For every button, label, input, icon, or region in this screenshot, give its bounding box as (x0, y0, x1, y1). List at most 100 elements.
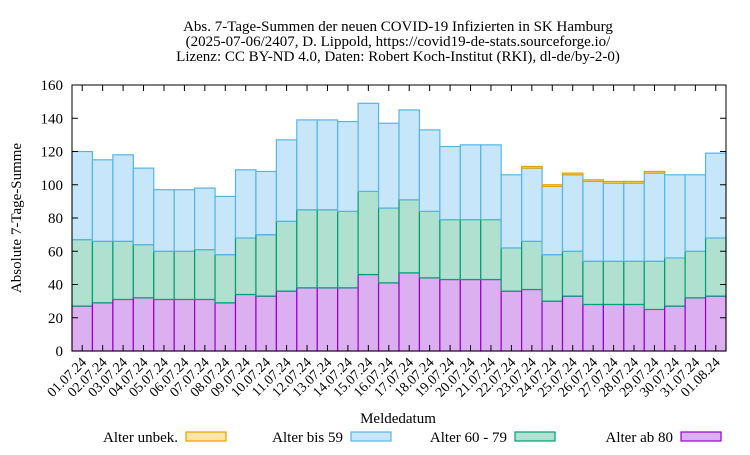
bar-segment (71, 150, 94, 241)
bar-segment (561, 250, 584, 297)
y-tick-label: 40 (48, 278, 63, 294)
bar-segment (316, 119, 339, 211)
bar-segment (194, 248, 216, 301)
bar-segment (418, 129, 441, 212)
bar-segment (255, 170, 277, 236)
bar-segment (398, 109, 421, 201)
bar-segment (602, 303, 625, 352)
y-axis-label: Absolute 7-Tage-Summe (9, 143, 25, 294)
bar-segment (377, 282, 400, 352)
bar-segment (439, 219, 461, 281)
bar-segment (153, 250, 175, 301)
bar-segment (704, 237, 727, 297)
bar-segment (459, 219, 482, 281)
bar-segment (275, 220, 298, 292)
bar-segment (664, 305, 686, 352)
bar-segment (418, 277, 441, 352)
bar-segment (541, 184, 564, 188)
bar-segment (153, 189, 175, 252)
bar-segment (214, 302, 237, 352)
bars (71, 102, 727, 352)
bar-segment (214, 195, 237, 256)
bar-segment (664, 257, 686, 307)
bar-segment (643, 170, 666, 174)
legend-label: Alter ab 80 (606, 430, 673, 446)
bar-segment (439, 278, 461, 352)
bar-segment (337, 287, 359, 352)
bar-segment (561, 172, 584, 176)
bar-segment (173, 189, 196, 252)
bar-segment (132, 167, 155, 246)
bar-segment (541, 253, 564, 302)
bar-segment (275, 139, 298, 222)
bar-segment (704, 152, 727, 239)
bar-segment (234, 169, 257, 239)
bar-segment (337, 120, 359, 212)
bar-segment (153, 298, 175, 352)
bar-segment (561, 295, 584, 352)
bar-segment (500, 290, 523, 352)
bar-segment (643, 172, 666, 262)
bar-segment (582, 260, 604, 306)
bar-segment (316, 287, 339, 352)
title-line: (2025-07-06/2407, D. Lippold, https://co… (186, 34, 611, 50)
bar-segment (357, 190, 380, 276)
title-line: Abs. 7-Tage-Summen der neuen COVID-19 In… (183, 19, 613, 35)
bar-segment (398, 272, 421, 352)
bar-segment (521, 288, 543, 352)
bar-segment (112, 298, 134, 352)
x-axis-label: Meldedatum (360, 411, 436, 427)
bar-segment (91, 302, 114, 352)
bar-segment (418, 210, 441, 279)
bar-segment (234, 293, 257, 352)
chart-title: Abs. 7-Tage-Summen der neuen COVID-19 In… (176, 19, 620, 65)
bar-segment (623, 260, 645, 306)
bar-segment (521, 240, 543, 291)
bar-segment (91, 159, 114, 242)
y-tick-label: 160 (41, 78, 64, 94)
bar-segment (132, 297, 155, 352)
legend-swatch (680, 431, 722, 442)
bar-segment (561, 174, 584, 252)
bar-segment (377, 207, 400, 284)
bar-segment (459, 144, 482, 221)
bar-segment (664, 174, 686, 259)
bar-segment (623, 180, 645, 184)
bar-segment (500, 247, 523, 292)
legend: Alter unbek. Alter bis 59 Alter 60 - 79 Alt… (103, 430, 722, 446)
bar-segment (704, 295, 727, 352)
bar-segment (643, 260, 666, 311)
bar-segment (194, 298, 216, 352)
bar-segment (194, 187, 216, 251)
bar-segment (112, 154, 134, 242)
y-tick-label: 20 (48, 311, 63, 327)
bar-segment (684, 297, 707, 352)
bar-segment (623, 182, 645, 262)
y-tick-label: 80 (48, 211, 63, 227)
bar-segment (541, 300, 564, 352)
legend-label: Alter bis 59 (272, 430, 343, 446)
bar-segment (357, 102, 380, 193)
bar-segment (71, 239, 94, 307)
bar-segment (214, 253, 237, 304)
bar-segment (132, 244, 155, 299)
bar-segment (173, 250, 196, 301)
bar-segment (602, 180, 625, 184)
bar-segment (582, 179, 604, 183)
bar-segment (602, 260, 625, 306)
bar-segment (255, 234, 277, 297)
bar-segment (684, 174, 707, 252)
bar-segment (91, 240, 114, 304)
bar-segment (234, 237, 257, 296)
bar-segment (582, 303, 604, 352)
legend-swatch (350, 431, 392, 442)
plot-border (71, 84, 727, 352)
bar-segment (500, 174, 523, 249)
y-tick-label: 120 (41, 145, 64, 161)
bar-segment (623, 303, 645, 352)
bar-segment (602, 182, 625, 262)
bar-segment (439, 145, 461, 221)
bar-segment (582, 180, 604, 262)
bar-segment (296, 287, 318, 352)
y-tick-label: 140 (41, 111, 64, 127)
